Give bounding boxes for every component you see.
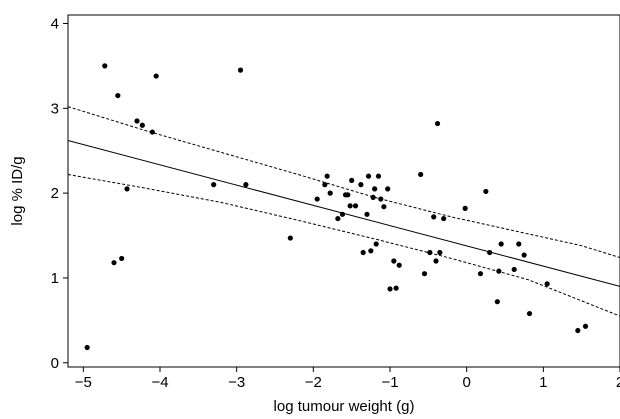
- data-point: [544, 281, 550, 287]
- data-point: [153, 73, 159, 79]
- data-point: [385, 186, 391, 192]
- data-point: [418, 171, 424, 178]
- data-point: [494, 299, 500, 305]
- data-point: [516, 241, 522, 247]
- data-point: [373, 241, 379, 247]
- data-point: [496, 268, 502, 274]
- data-point: [498, 241, 504, 247]
- data-point: [347, 203, 353, 209]
- x-tick-label: 0: [462, 374, 470, 391]
- x-axis: −5 −4 −3 −2 −1 0 1 2: [75, 367, 620, 391]
- data-point: [582, 323, 589, 329]
- x-tick-label: −3: [228, 374, 245, 391]
- x-tick-label: 2: [616, 374, 620, 391]
- data-point: [115, 92, 121, 99]
- data-point: [358, 182, 364, 188]
- data-point: [352, 203, 359, 209]
- data-point: [324, 173, 330, 179]
- y-axis-title: log % ID/g: [9, 156, 26, 225]
- lower-confidence-band-line: [67, 173, 620, 317]
- data-point: [431, 214, 437, 220]
- data-point: [243, 182, 249, 188]
- data-point: [345, 192, 351, 198]
- data-point: [391, 258, 397, 264]
- y-axis: 0 1 2 3 4: [51, 15, 68, 372]
- data-point: [134, 118, 140, 124]
- data-point: [119, 255, 125, 262]
- data-point: [487, 249, 493, 256]
- confidence-bands: [67, 106, 620, 317]
- data-point: [364, 211, 370, 217]
- data-point: [314, 196, 320, 202]
- y-tick-label: 4: [51, 15, 59, 32]
- data-point: [368, 248, 374, 254]
- data-point: [462, 205, 468, 211]
- data-point: [237, 67, 244, 73]
- y-tick-label: 1: [51, 270, 59, 287]
- data-point: [396, 262, 402, 268]
- data-point: [378, 196, 384, 202]
- data-point: [287, 235, 293, 241]
- data-point: [211, 182, 217, 188]
- data-point: [339, 211, 346, 217]
- x-axis-title: log tumour weight (g): [274, 398, 415, 415]
- data-point: [427, 249, 433, 256]
- x-tick-label: −5: [75, 374, 92, 391]
- data-point: [139, 122, 145, 128]
- data-point: [322, 182, 328, 188]
- y-tick-label: 2: [51, 185, 59, 202]
- data-point: [441, 215, 447, 222]
- data-point: [483, 188, 489, 195]
- x-tick-label: −4: [151, 374, 168, 391]
- data-point: [124, 186, 130, 192]
- data-points: [84, 63, 589, 351]
- data-point: [477, 271, 484, 277]
- data-point: [526, 310, 533, 317]
- data-point: [111, 260, 117, 266]
- data-point: [521, 252, 527, 258]
- upper-confidence-band-line: [67, 106, 620, 259]
- y-tick-label: 0: [51, 355, 59, 372]
- data-point: [102, 63, 108, 69]
- data-point: [437, 249, 443, 256]
- data-point: [349, 177, 355, 183]
- data-point: [575, 327, 581, 334]
- data-point: [360, 249, 366, 256]
- data-point: [421, 271, 428, 277]
- data-point: [149, 129, 155, 135]
- data-point: [84, 344, 90, 351]
- data-point: [370, 194, 376, 200]
- data-point: [387, 286, 393, 292]
- data-point: [393, 285, 399, 291]
- data-point: [381, 204, 387, 210]
- x-tick-label: 1: [539, 374, 547, 391]
- data-point: [511, 266, 517, 273]
- x-tick-label: −1: [381, 374, 398, 391]
- data-point: [372, 186, 378, 192]
- data-point: [365, 173, 372, 179]
- data-point: [335, 215, 341, 222]
- plot-frame: [67, 14, 620, 368]
- data-point: [433, 258, 439, 264]
- y-tick-label: 3: [51, 100, 59, 117]
- x-tick-label: −2: [305, 374, 322, 391]
- data-point: [434, 120, 441, 127]
- data-point: [375, 173, 382, 179]
- data-point: [327, 190, 333, 196]
